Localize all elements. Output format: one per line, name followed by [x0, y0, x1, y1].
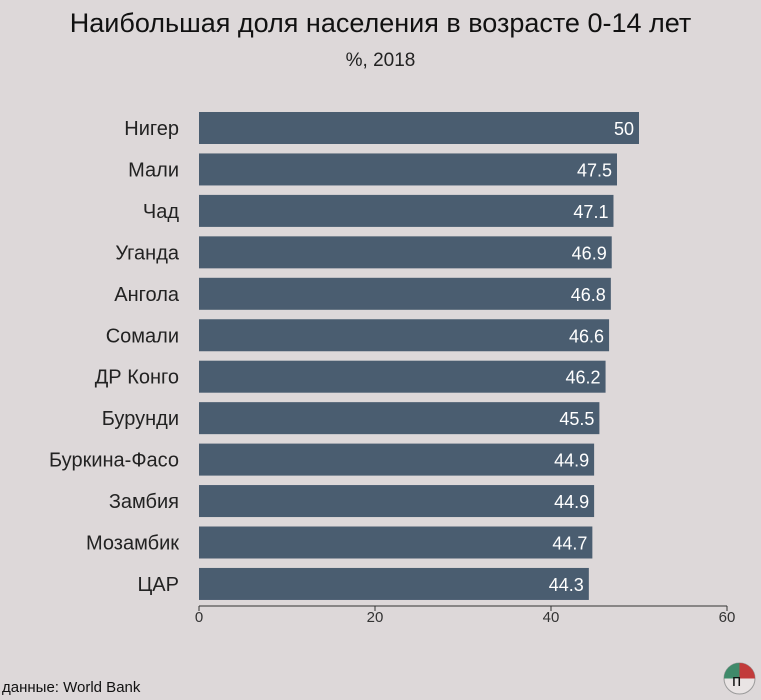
x-tick-label: 20	[367, 609, 384, 626]
value-label: 44.7	[552, 534, 587, 554]
bar	[199, 236, 612, 269]
value-label: 46.6	[569, 326, 604, 346]
value-label: 44.3	[549, 575, 584, 595]
bars-group: Нигер 50 Мали 47.5 Чад 47.1 Уганда 46.9 Ангола 46…	[49, 112, 639, 600]
value-label: 47.1	[573, 202, 608, 222]
category-label: Ангола	[114, 284, 180, 306]
category-label: Замбия	[109, 491, 179, 513]
bar	[199, 112, 639, 144]
category-label: Буркина-Фасо	[49, 450, 179, 472]
value-label: 50	[614, 119, 634, 139]
value-label: 44.9	[554, 451, 589, 471]
bar	[199, 443, 595, 476]
svg-text:п: п	[732, 671, 741, 690]
category-label: ДР Конго	[95, 367, 179, 389]
bar	[199, 567, 589, 600]
category-label: Нигер	[124, 118, 179, 140]
x-axis: 0 20 40 60	[195, 605, 736, 626]
category-label: Бурунди	[102, 408, 179, 430]
bar	[199, 360, 606, 393]
value-label: 47.5	[577, 160, 612, 180]
source-note: данные: World Bank	[2, 679, 141, 696]
x-tick-label: 40	[543, 609, 560, 626]
value-label: 45.5	[559, 409, 594, 429]
bar	[199, 485, 595, 518]
bar	[199, 319, 610, 352]
chart-subtitle: %, 2018	[345, 50, 416, 71]
value-label: 46.9	[572, 243, 607, 263]
category-label: Сомали	[106, 325, 179, 347]
bar	[199, 402, 600, 435]
logo-icon: п	[723, 662, 756, 695]
category-label: ЦАР	[138, 574, 179, 596]
x-tick-label: 0	[195, 609, 203, 626]
bar	[199, 153, 617, 186]
category-label: Уганда	[115, 242, 180, 264]
value-label: 44.9	[554, 492, 589, 512]
x-tick-label: 60	[719, 609, 736, 626]
bar	[199, 526, 593, 559]
value-label: 46.8	[571, 285, 606, 305]
bar	[199, 194, 614, 227]
category-label: Мозамбик	[86, 533, 179, 555]
value-label: 46.2	[566, 368, 601, 388]
chart-title: Наибольшая доля населения в возрасте 0-1…	[69, 8, 692, 38]
category-label: Чад	[143, 201, 179, 223]
category-label: Мали	[128, 159, 179, 181]
bar	[199, 277, 611, 310]
